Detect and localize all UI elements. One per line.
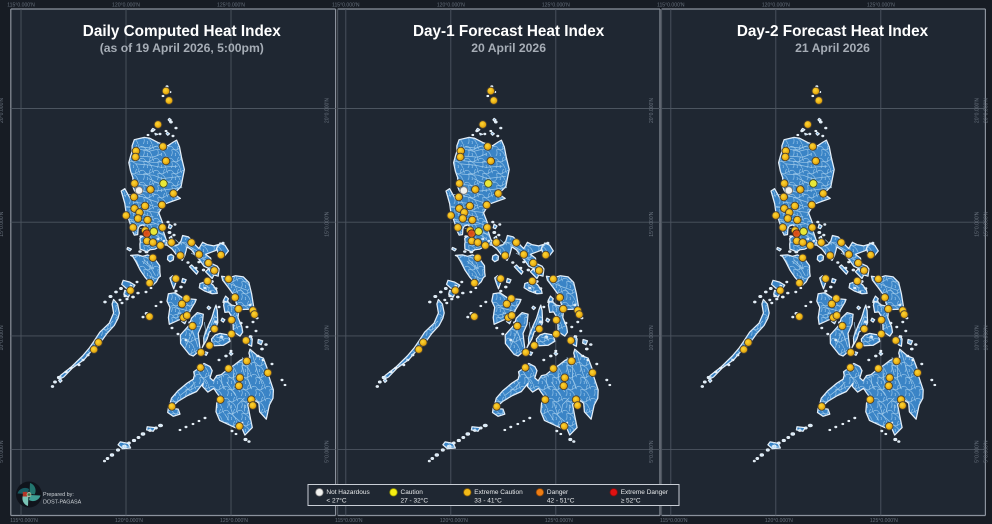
- svg-text:15°0.000'N: 15°0.000'N: [0, 211, 5, 236]
- svg-text:Danger: Danger: [547, 489, 569, 496]
- svg-text:125°0.000'N: 125°0.000'N: [220, 518, 248, 524]
- svg-text:120°0.000'N: 120°0.000'N: [437, 3, 465, 9]
- svg-text:115°0.000'N: 115°0.000'N: [660, 518, 688, 524]
- svg-text:10°0.000'N: 10°0.000'N: [974, 325, 980, 350]
- svg-text:DOST-PAGASA: DOST-PAGASA: [43, 500, 82, 506]
- svg-text:15°0.000'N: 15°0.000'N: [984, 211, 990, 236]
- svg-text:120°0.000'N: 120°0.000'N: [112, 3, 140, 9]
- svg-text:Daily Computed Heat Index: Daily Computed Heat Index: [83, 23, 282, 40]
- svg-text:20°0.000'N: 20°0.000'N: [984, 98, 990, 123]
- svg-text:5°0.000'N: 5°0.000'N: [649, 440, 655, 463]
- svg-text:5°0.000'N: 5°0.000'N: [974, 440, 980, 463]
- svg-text:20 April 2026: 20 April 2026: [471, 41, 546, 55]
- svg-text:Day-1 Forecast Heat Index: Day-1 Forecast Heat Index: [413, 23, 605, 40]
- svg-text:15°0.000'N: 15°0.000'N: [649, 211, 655, 236]
- svg-text:115°0.000'N: 115°0.000'N: [335, 518, 363, 524]
- svg-text:115°0.000'N: 115°0.000'N: [332, 3, 360, 9]
- svg-text:Extreme Caution: Extreme Caution: [474, 489, 523, 496]
- svg-text:10°0.000'N: 10°0.000'N: [984, 325, 990, 350]
- svg-text:125°0.000'N: 125°0.000'N: [545, 518, 573, 524]
- svg-text:Day-2 Forecast Heat Index: Day-2 Forecast Heat Index: [737, 23, 929, 40]
- svg-text:125°0.000'N: 125°0.000'N: [542, 3, 570, 9]
- svg-text:≥ 52°C: ≥ 52°C: [621, 497, 641, 505]
- svg-text:Not Hazardous: Not Hazardous: [326, 489, 370, 496]
- svg-text:Caution: Caution: [401, 489, 424, 496]
- svg-text:21 April 2026: 21 April 2026: [795, 41, 870, 55]
- svg-text:< 27°C: < 27°C: [326, 497, 346, 505]
- svg-text:125°0.000'N: 125°0.000'N: [217, 3, 245, 9]
- svg-text:33 - 41°C: 33 - 41°C: [474, 497, 502, 505]
- svg-text:115°0.000'N: 115°0.000'N: [7, 3, 35, 9]
- svg-text:120°0.000'N: 120°0.000'N: [115, 518, 143, 524]
- svg-text:(as of 19 April 2026, 5:00pm): (as of 19 April 2026, 5:00pm): [100, 41, 264, 55]
- svg-text:115°0.000'N: 115°0.000'N: [657, 3, 685, 9]
- svg-text:10°0.000'N: 10°0.000'N: [0, 325, 5, 350]
- svg-text:20°0.000'N: 20°0.000'N: [0, 98, 5, 123]
- svg-text:42 - 51°C: 42 - 51°C: [547, 497, 575, 505]
- svg-text:10°0.000'N: 10°0.000'N: [649, 325, 655, 350]
- svg-text:10°0.000'N: 10°0.000'N: [325, 325, 331, 350]
- svg-text:20°0.000'N: 20°0.000'N: [325, 98, 331, 123]
- svg-text:27 - 32°C: 27 - 32°C: [401, 497, 429, 505]
- svg-text:Prepared by:: Prepared by:: [43, 492, 74, 498]
- svg-text:125°0.000'N: 125°0.000'N: [870, 518, 898, 524]
- svg-text:120°0.000'N: 120°0.000'N: [765, 518, 793, 524]
- svg-text:15°0.000'N: 15°0.000'N: [974, 211, 980, 236]
- svg-text:120°0.000'N: 120°0.000'N: [762, 3, 790, 9]
- svg-text:115°0.000'N: 115°0.000'N: [10, 518, 38, 524]
- svg-text:20°0.000'N: 20°0.000'N: [649, 98, 655, 123]
- svg-text:5°0.000'N: 5°0.000'N: [984, 440, 990, 463]
- svg-text:5°0.000'N: 5°0.000'N: [325, 440, 331, 463]
- svg-text:120°0.000'N: 120°0.000'N: [440, 518, 468, 524]
- svg-text:125°0.000'N: 125°0.000'N: [867, 3, 895, 9]
- svg-text:5°0.000'N: 5°0.000'N: [0, 440, 5, 463]
- svg-text:20°0.000'N: 20°0.000'N: [974, 98, 980, 123]
- svg-text:Extreme Danger: Extreme Danger: [621, 489, 669, 496]
- svg-text:15°0.000'N: 15°0.000'N: [325, 211, 331, 236]
